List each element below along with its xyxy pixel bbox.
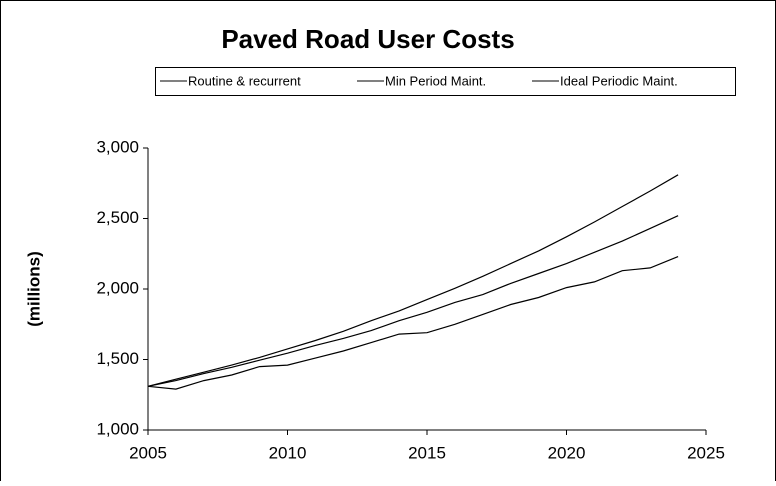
y-tick-label: 1,500: [96, 349, 139, 368]
x-tick-label: 2005: [129, 443, 167, 462]
legend-label: Routine & recurrent: [188, 73, 301, 88]
series-line: [147, 256, 679, 390]
chart-title: Paved Road User Costs: [221, 24, 514, 54]
y-tick-label: 1,000: [96, 419, 139, 438]
x-tick-label: 2010: [269, 443, 307, 462]
x-tick-label: 2015: [408, 443, 446, 462]
legend-label: Ideal Periodic Maint.: [560, 73, 678, 88]
legend-box: [155, 67, 736, 96]
y-tick-label: 2,500: [96, 208, 139, 227]
x-tick-label: 2020: [548, 443, 586, 462]
y-tick-label: 3,000: [96, 137, 139, 156]
y-axis-label: (millions): [24, 251, 43, 327]
series-line: [147, 215, 679, 387]
y-tick-label: 2,000: [96, 278, 139, 297]
legend-label: Min Period Maint.: [385, 73, 486, 88]
series-line: [147, 174, 679, 387]
x-tick-label: 2025: [687, 443, 725, 462]
